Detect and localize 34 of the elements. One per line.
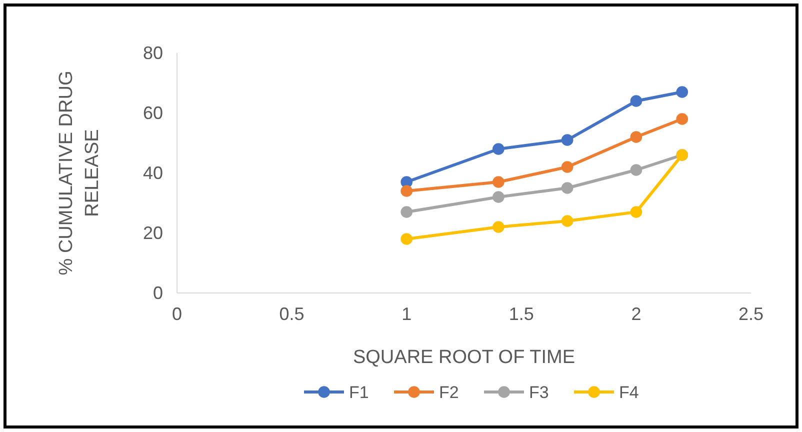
x-tick-label: 0.5 bbox=[279, 304, 304, 324]
y-tick-label: 80 bbox=[142, 42, 163, 63]
legend-label: F4 bbox=[619, 383, 639, 402]
y-tick-label: 0 bbox=[152, 282, 163, 303]
x-tick-label: 2.5 bbox=[738, 304, 764, 324]
point bbox=[630, 95, 642, 107]
x-tick-label: 0 bbox=[172, 304, 182, 324]
y-tick-label: 60 bbox=[142, 102, 163, 123]
point bbox=[630, 164, 642, 176]
point bbox=[492, 191, 504, 203]
point bbox=[561, 161, 574, 173]
legend-label: F2 bbox=[439, 383, 459, 402]
point bbox=[400, 233, 413, 245]
legend-label: F1 bbox=[349, 383, 369, 402]
y-tick-label: 40 bbox=[142, 162, 163, 183]
x-tick-label: 1.5 bbox=[508, 304, 534, 324]
point bbox=[492, 176, 504, 188]
x-axis-title: SQUARE ROOT OF TIME bbox=[352, 347, 576, 368]
point bbox=[676, 86, 688, 98]
legend-label: F3 bbox=[529, 383, 549, 402]
point bbox=[400, 206, 413, 218]
point bbox=[400, 185, 413, 197]
x-tick-label: 2 bbox=[631, 304, 642, 324]
point bbox=[676, 113, 688, 125]
point bbox=[561, 182, 574, 194]
point bbox=[561, 215, 574, 227]
point bbox=[630, 131, 642, 143]
y-axis-title: % CUMULATIVE DRUG RELEASE bbox=[56, 70, 103, 276]
point bbox=[561, 134, 574, 146]
x-tick-label: 1 bbox=[402, 304, 412, 324]
point bbox=[630, 206, 642, 218]
y-tick-label: 20 bbox=[142, 222, 163, 243]
point bbox=[492, 143, 504, 155]
point bbox=[492, 221, 504, 233]
